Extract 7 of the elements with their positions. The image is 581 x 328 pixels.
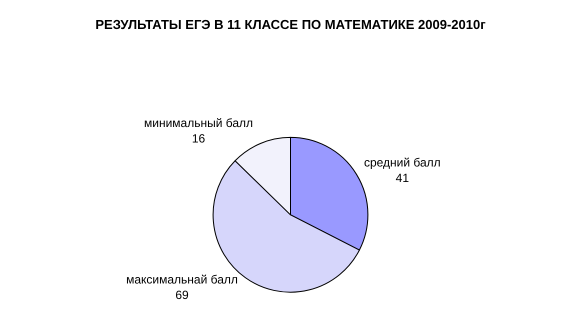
slice-label: минимальный балл bbox=[144, 116, 254, 130]
data-label: 41 bbox=[396, 171, 410, 186]
slice-label: средний балл bbox=[364, 156, 441, 170]
data-label: 16 bbox=[192, 132, 206, 146]
data-label: 69 bbox=[175, 288, 190, 302]
chart-title: РЕЗУЛЬТАТЫ ЕГЭ В 11 КЛАССЕ ПО МАТЕМАТИКЕ 2009-2010г bbox=[95, 16, 486, 32]
slice-label: максимальнай балл bbox=[126, 272, 238, 287]
